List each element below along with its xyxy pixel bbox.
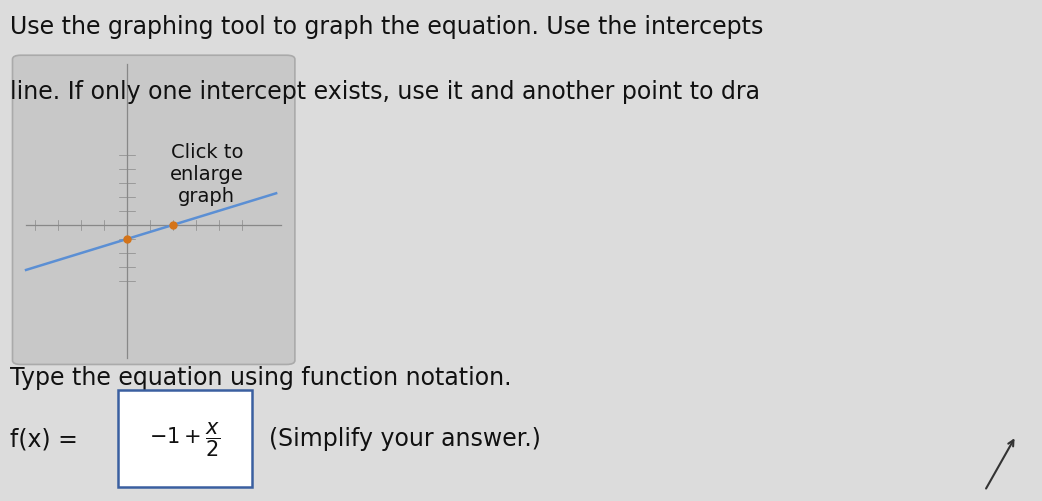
Text: Use the graphing tool to graph the equation. Use the intercepts: Use the graphing tool to graph the equat… xyxy=(10,15,764,39)
Text: Click to
enlarge
graph: Click to enlarge graph xyxy=(170,143,244,206)
FancyBboxPatch shape xyxy=(13,56,295,365)
Text: Type the equation using function notation.: Type the equation using function notatio… xyxy=(10,366,512,390)
Text: (Simplify your answer.): (Simplify your answer.) xyxy=(269,426,541,450)
FancyBboxPatch shape xyxy=(118,390,252,487)
Text: $-1+\dfrac{x}{2}$: $-1+\dfrac{x}{2}$ xyxy=(149,419,221,457)
Text: line. If only one intercept exists, use it and another point to dra: line. If only one intercept exists, use … xyxy=(10,80,761,104)
Text: f(x) =: f(x) = xyxy=(10,426,85,450)
